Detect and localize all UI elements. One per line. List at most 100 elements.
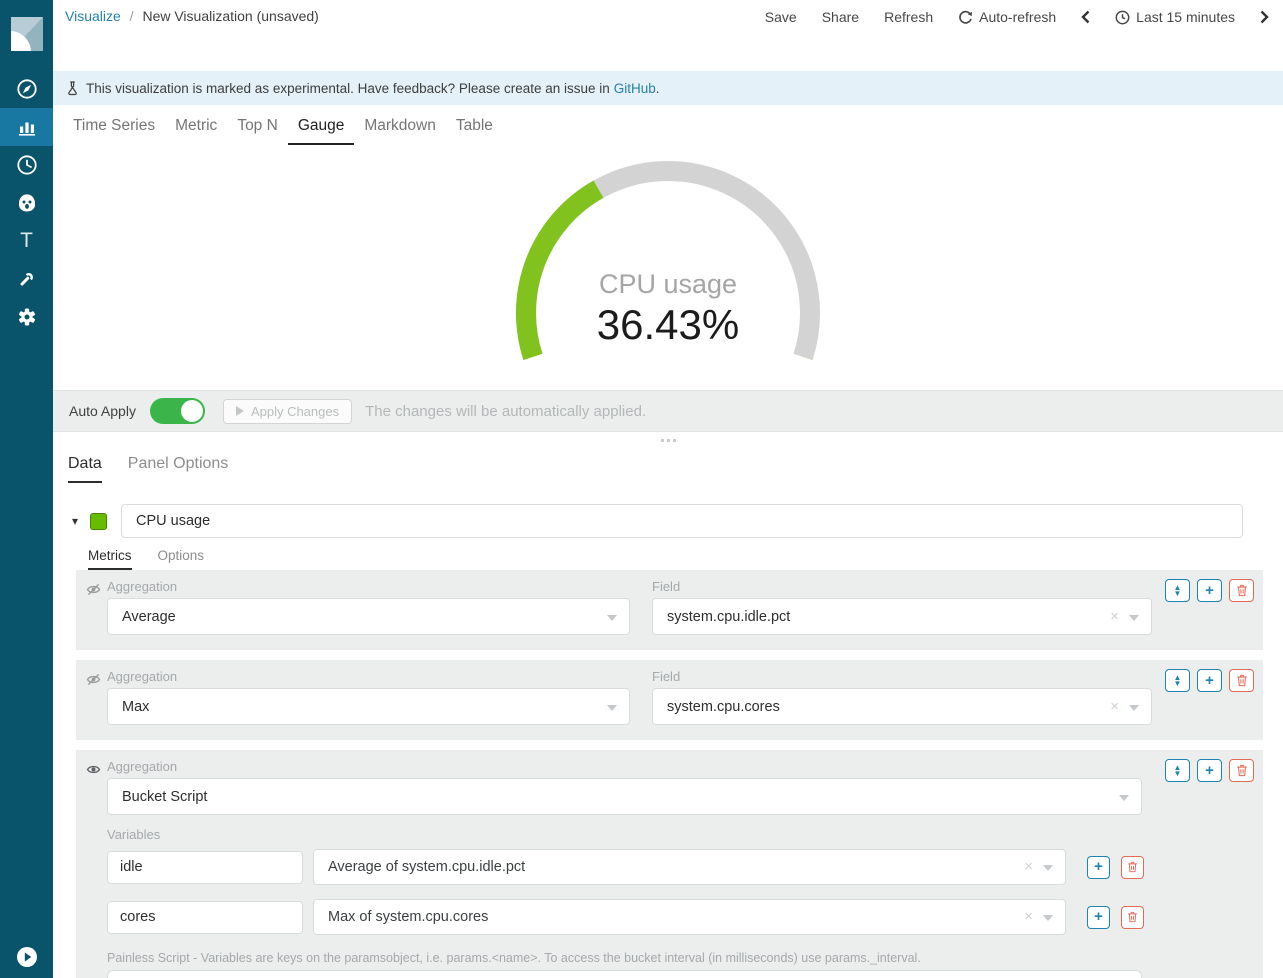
refresh-cycle-icon [958, 10, 973, 25]
sidebar-item-timelion[interactable] [0, 146, 53, 184]
collapse-series-caret-icon[interactable]: ▾ [72, 514, 79, 528]
sidebar-item-devtools[interactable] [0, 260, 53, 298]
tab-panel-options[interactable]: Panel Options [127, 455, 229, 472]
trash-icon [1236, 674, 1247, 687]
editor-panel: Data Panel Options ▾ Metrics Options Agg… [53, 448, 1283, 978]
clear-icon[interactable]: × [1110, 607, 1119, 625]
reorder-metric-button[interactable]: ▲ ▼ [1165, 669, 1190, 692]
breadcrumb: Visualize / New Visualization (unsaved) [65, 8, 319, 24]
series-label-input[interactable] [121, 504, 1243, 538]
apply-changes-button[interactable]: Apply Changes [222, 398, 353, 424]
save-button[interactable]: Save [764, 9, 797, 25]
delete-metric-button[interactable] [1229, 579, 1254, 602]
chevron-down-icon[interactable] [1043, 915, 1053, 921]
github-link[interactable]: GitHub [613, 80, 656, 96]
tab-options[interactable]: Options [157, 548, 205, 563]
auto-apply-toggle[interactable] [149, 398, 205, 424]
wrench-icon [15, 267, 39, 291]
aggregation-select[interactable]: Max [107, 688, 630, 725]
eye-slash-icon [86, 673, 101, 686]
plus-icon: + [1205, 671, 1214, 689]
field-select[interactable]: system.cpu.cores × [652, 688, 1152, 725]
painless-script-input[interactable]: params.idle > 0.2 ? (params.cores - para… [107, 970, 1142, 978]
clear-icon[interactable]: × [1024, 857, 1033, 875]
plus-icon: + [1205, 761, 1214, 779]
tab-time-series[interactable]: Time Series [73, 117, 156, 134]
delete-metric-button[interactable] [1229, 669, 1254, 692]
sidebar-item-management[interactable] [0, 298, 53, 336]
reorder-metric-button[interactable]: ▲ ▼ [1165, 759, 1190, 782]
series-color-swatch[interactable] [90, 512, 108, 530]
tab-table[interactable]: Table [455, 117, 493, 134]
variable-metric-select[interactable]: Average of system.cpu.idle.pct × [313, 849, 1066, 885]
aggregation-select[interactable]: Average [107, 598, 630, 635]
sidebar-item-monitoring[interactable] [0, 184, 53, 222]
add-metric-button[interactable]: + [1197, 579, 1222, 602]
aggregation-label: Aggregation [107, 759, 178, 774]
delete-metric-button[interactable] [1229, 759, 1254, 782]
aggregation-select[interactable]: Bucket Script [107, 778, 1142, 815]
clear-icon[interactable]: × [1024, 907, 1033, 925]
variable-metric-select[interactable]: Max of system.cpu.cores × [313, 899, 1066, 935]
chevron-down-icon[interactable] [1043, 865, 1053, 871]
variable-name-input[interactable] [107, 850, 303, 884]
metric-row-max: Aggregation Max Field system.cpu.cores × [76, 660, 1263, 740]
tab-gauge[interactable]: Gauge [287, 117, 355, 145]
sidebar-item-discover[interactable] [0, 70, 53, 108]
sidebar-item-visualize[interactable] [0, 108, 53, 146]
gauge-svg [516, 161, 820, 360]
panel-resize-handle[interactable] [53, 432, 1283, 448]
kibana-logo[interactable] [0, 0, 53, 70]
compass-icon [15, 77, 39, 101]
aggregation-label: Aggregation [107, 579, 178, 594]
clear-icon[interactable]: × [1110, 697, 1119, 715]
eye-icon [86, 763, 101, 776]
gauge-title: CPU usage [598, 269, 738, 299]
field-select[interactable]: system.cpu.idle.pct × [652, 598, 1152, 635]
collapse-sidebar-button[interactable] [0, 945, 53, 969]
chevron-down-icon[interactable] [607, 614, 617, 621]
auto-apply-hint: The changes will be automatically applie… [365, 402, 647, 420]
breadcrumb-visualize-link[interactable]: Visualize [65, 8, 121, 24]
auto-refresh-button[interactable]: Auto-refresh [958, 9, 1056, 25]
chevron-left-icon [1081, 10, 1090, 24]
delete-variable-button[interactable] [1121, 855, 1144, 879]
header-actions: Save Share Refresh Auto-refresh Last 15 … [765, 6, 1269, 28]
plus-icon: + [1094, 908, 1103, 925]
variable-name-input[interactable] [107, 900, 303, 934]
delete-variable-button[interactable] [1121, 905, 1144, 929]
gauge-visualization: CPU usage 36.43% [53, 145, 1283, 390]
add-variable-button[interactable]: + [1087, 855, 1110, 879]
chevron-down-icon[interactable] [607, 704, 617, 711]
variables-label: Variables [107, 827, 161, 842]
clock-small-icon [1115, 10, 1130, 25]
clock-icon [15, 153, 39, 177]
trash-icon [1128, 911, 1137, 923]
tab-metrics[interactable]: Metrics [88, 548, 132, 570]
tab-data[interactable]: Data [68, 455, 102, 483]
kibana-logo-icon [10, 17, 43, 51]
breadcrumb-current-page: New Visualization (unsaved) [142, 8, 319, 24]
reorder-metric-button[interactable]: ▲ ▼ [1165, 579, 1190, 602]
add-metric-button[interactable]: + [1197, 759, 1222, 782]
trash-icon [1236, 584, 1247, 597]
refresh-button[interactable]: Refresh [884, 9, 934, 25]
viz-type-tabs: Time Series Metric Top N Gauge Markdown … [53, 105, 1283, 145]
bar-chart-icon [15, 115, 39, 139]
time-forward-button[interactable] [1260, 10, 1269, 24]
field-label: Field [652, 579, 681, 594]
gauge-chart: CPU usage 36.43% [508, 155, 828, 385]
chevron-down-icon[interactable] [1119, 794, 1129, 801]
breadcrumb-separator: / [129, 8, 134, 24]
sidebar-item-logtrail[interactable]: T [0, 222, 53, 260]
tab-markdown[interactable]: Markdown [364, 117, 436, 134]
add-metric-button[interactable]: + [1197, 669, 1222, 692]
time-picker-button[interactable]: Last 15 minutes [1115, 9, 1235, 25]
time-back-button[interactable] [1081, 10, 1090, 24]
tab-metric[interactable]: Metric [175, 117, 218, 134]
chevron-down-icon[interactable] [1129, 704, 1139, 711]
add-variable-button[interactable]: + [1087, 905, 1110, 929]
chevron-down-icon[interactable] [1129, 614, 1139, 621]
tab-top-n[interactable]: Top N [237, 117, 278, 134]
share-button[interactable]: Share [821, 9, 860, 25]
